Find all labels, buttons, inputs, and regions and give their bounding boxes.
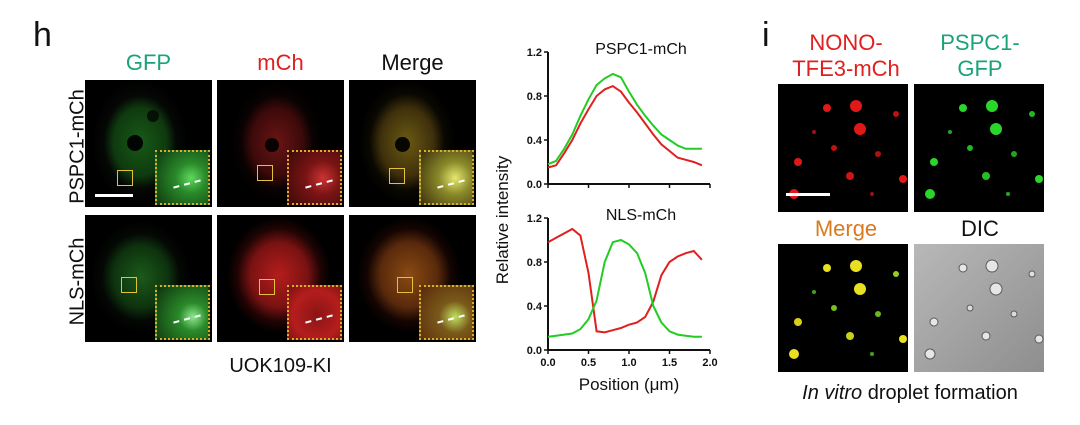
caption-in-vitro-italic: In vitro — [802, 382, 863, 404]
label-dic: DIC — [961, 216, 999, 241]
x-tick-label: 1.0 — [621, 357, 636, 369]
nucleolus-shape — [127, 135, 143, 151]
green-droplets — [925, 100, 1043, 199]
x-tick-label: 1.5 — [662, 357, 677, 369]
label-merge-i: Merge — [814, 216, 878, 241]
caption-in-vitro-rest: droplet formation — [862, 382, 1018, 404]
y-tick-label: 0.8 — [527, 91, 542, 103]
yellow-droplets — [789, 260, 907, 359]
y-tick-label: 0.4 — [527, 135, 543, 147]
y-tick-label: 1.2 — [527, 213, 542, 225]
y-tick-label: 0.4 — [527, 301, 543, 313]
droplet-image-green — [914, 84, 1044, 212]
micrograph-merge-pspc1 — [349, 80, 476, 207]
series-line — [547, 227, 703, 334]
scale-bar — [95, 194, 133, 197]
caption-uok109: UOK109-KI — [229, 355, 332, 377]
caption-in-vitro: In vitro droplet formation — [760, 382, 1060, 405]
roi-box — [257, 165, 273, 181]
inset-zoom — [419, 150, 474, 205]
droplet-image-red — [778, 84, 908, 212]
column-header-mch: mCh — [257, 50, 304, 75]
y-tick-label: 1.2 — [527, 47, 542, 59]
inset-zoom — [155, 285, 210, 340]
label-nono-tfe3: NONO- TFE3-mCh — [792, 30, 900, 81]
chart-title: NLS-mCh — [606, 207, 676, 224]
y-tick-label: 0.8 — [527, 257, 542, 269]
panel-letter-i: i — [762, 16, 770, 54]
scale-bar — [786, 193, 830, 196]
roi-box — [389, 168, 405, 184]
nucleolus-shape — [147, 110, 159, 122]
micrograph-gfp-pspc1 — [85, 80, 212, 207]
label-pspc1-gfp: PSPC1- GFP — [940, 30, 1020, 81]
inset-zoom — [155, 150, 210, 205]
droplet-image-dic — [914, 244, 1044, 372]
inset-zoom — [287, 285, 342, 340]
panel-letter-h: h — [33, 16, 52, 54]
roi-box — [397, 277, 413, 293]
y-tick-label: 0.0 — [527, 179, 542, 191]
dic-droplets — [924, 259, 1044, 360]
micrograph-mch-pspc1 — [217, 80, 344, 207]
series-line — [547, 72, 702, 166]
y-tick-label: 0.0 — [527, 345, 542, 357]
inset-zoom — [419, 285, 474, 340]
roi-box — [259, 279, 275, 295]
x-tick-label: 2.0 — [702, 357, 717, 369]
inset-zoom — [287, 150, 342, 205]
series-line — [547, 238, 702, 338]
x-tick-label: 0.0 — [540, 357, 555, 369]
column-header-gfp: GFP — [125, 50, 172, 75]
x-tick-label: 0.5 — [581, 357, 596, 369]
nucleolus-shape — [265, 138, 279, 152]
column-header-merge: Merge — [381, 50, 444, 75]
y-axis-label: Relative intensity — [493, 155, 512, 284]
line-profile-charts: 0.0 0.4 0.8 1.2 PSPC1-mCh 0.0 0.4 0.8 1.2 0.0 0.5 1… — [493, 41, 718, 394]
roi-box — [121, 277, 137, 293]
micrograph-mch-nls — [217, 215, 344, 342]
micrograph-merge-nls — [349, 215, 476, 342]
droplet-image-merge — [778, 244, 908, 372]
chart-title: PSPC1-mCh — [595, 41, 687, 58]
series-line — [547, 84, 703, 169]
nucleolus-shape — [395, 137, 410, 152]
roi-box — [117, 170, 133, 186]
x-axis-label: Position (μm) — [579, 375, 679, 394]
micrograph-gfp-nls — [85, 215, 212, 342]
